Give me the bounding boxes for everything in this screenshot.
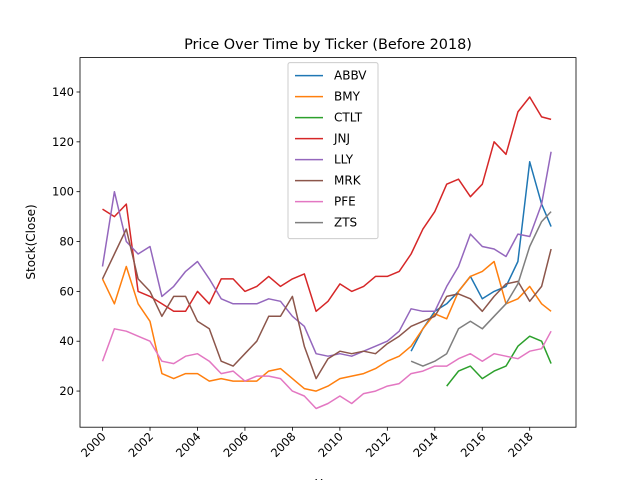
legend-box — [287, 62, 379, 240]
legend-label: MRK — [334, 174, 362, 188]
plot-lines — [101, 96, 552, 410]
legend-label: CTLT — [334, 111, 363, 125]
y-tick-label: 20 — [59, 384, 74, 398]
series-line — [101, 228, 552, 380]
legend-label: BMY — [334, 90, 361, 104]
series-line — [101, 151, 552, 357]
legend: ABBV BMY CTLT JNJ LLY MRK PFE ZTS — [287, 62, 379, 240]
series-line — [410, 211, 552, 367]
x-axis-label: Year — [314, 477, 340, 480]
y-tick-label: 100 — [52, 185, 74, 199]
series-line — [446, 335, 552, 387]
legend-label: ABBV — [334, 69, 367, 83]
series-line — [102, 96, 552, 313]
legend-label: LLY — [334, 153, 354, 167]
series-line — [101, 328, 552, 410]
y-tick-label: 80 — [59, 235, 74, 249]
series-line — [101, 260, 552, 392]
y-tick-label: 140 — [52, 85, 74, 99]
chart-title: Price Over Time by Ticker (Before 2018) — [184, 37, 472, 53]
y-axis-label: Stock(Close) — [24, 204, 38, 279]
y-tick-label: 60 — [59, 284, 74, 298]
y-tick-label: 120 — [52, 135, 74, 149]
legend-label: ZTS — [334, 216, 357, 230]
legend-label: PFE — [334, 195, 356, 209]
legend-label: JNJ — [333, 132, 350, 146]
plot-frame — [79, 57, 577, 428]
y-tick-label: 40 — [59, 334, 74, 348]
